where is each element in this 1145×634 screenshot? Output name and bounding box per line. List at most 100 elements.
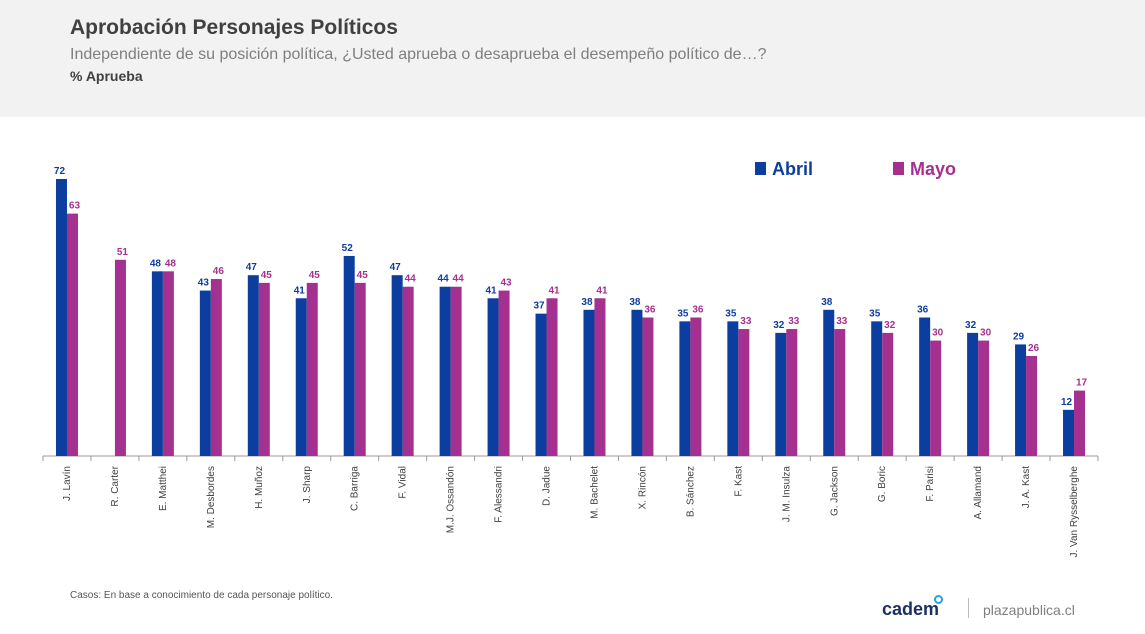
bar-mayo xyxy=(450,286,462,456)
data-label-mayo: 33 xyxy=(836,316,848,327)
category-label: M. Desbordes xyxy=(206,466,217,528)
data-label-mayo: 41 xyxy=(596,285,608,296)
bar-abril xyxy=(487,298,499,456)
bar-abril xyxy=(1063,409,1075,456)
data-label-mayo: 41 xyxy=(548,285,560,296)
category-label: J. Lavín xyxy=(62,466,73,501)
data-label-mayo: 30 xyxy=(932,328,944,339)
category-label: A. Allamand xyxy=(973,466,984,519)
data-label-abril: 48 xyxy=(150,258,162,269)
bar-abril xyxy=(535,313,547,456)
bar-abril xyxy=(823,309,835,456)
category-label: C. Barriga xyxy=(350,466,361,511)
category-label: H. Muñoz xyxy=(254,466,265,509)
bar-mayo xyxy=(210,279,222,456)
chart-title: Aprobación Personajes Políticos xyxy=(70,16,398,39)
data-label-mayo: 48 xyxy=(165,258,177,269)
category-label: D. Jadue xyxy=(542,466,553,506)
category-label: R. Carter xyxy=(110,465,121,506)
bar-mayo xyxy=(402,286,414,456)
bar-mayo xyxy=(546,298,558,456)
data-label-abril: 37 xyxy=(533,301,545,312)
legend-label-mayo: Mayo xyxy=(910,159,956,179)
data-label-abril: 52 xyxy=(342,243,354,254)
bar-mayo xyxy=(690,317,702,456)
bar-abril xyxy=(775,332,787,456)
bar-abril xyxy=(439,286,451,456)
bar-mayo xyxy=(930,340,942,456)
measure-label: % Aprueba xyxy=(70,68,143,84)
data-label-mayo: 45 xyxy=(357,270,369,281)
data-label-abril: 35 xyxy=(725,308,737,319)
bar-abril xyxy=(583,309,595,456)
brand-logo: cadem xyxy=(882,599,940,619)
category-label: M. Bachelet xyxy=(589,466,600,519)
data-label-mayo: 45 xyxy=(309,270,321,281)
data-label-abril: 41 xyxy=(486,285,498,296)
data-label-mayo: 30 xyxy=(980,328,992,339)
data-label-abril: 38 xyxy=(629,297,641,308)
bar-mayo xyxy=(834,329,846,456)
data-label-mayo: 26 xyxy=(1028,343,1040,354)
category-label: J. A. Kast xyxy=(1021,466,1032,508)
data-label-mayo: 17 xyxy=(1076,378,1088,389)
bar-abril xyxy=(151,271,163,456)
bar-mayo xyxy=(162,271,174,456)
bar-mayo xyxy=(354,282,366,456)
bar-mayo xyxy=(306,282,318,456)
category-label: E. Matthei xyxy=(158,466,169,511)
bar-abril xyxy=(199,290,211,456)
data-label-abril: 32 xyxy=(773,320,785,331)
data-label-mayo: 32 xyxy=(884,320,896,331)
footnote: Casos: En base a conocimiento de cada pe… xyxy=(70,590,333,601)
bar-mayo xyxy=(642,317,654,456)
bar-mayo xyxy=(786,329,798,456)
data-label-mayo: 44 xyxy=(453,274,465,285)
bar-abril xyxy=(391,275,403,456)
data-label-mayo: 43 xyxy=(501,278,513,289)
bar-abril xyxy=(295,298,307,456)
bar-mayo xyxy=(1026,355,1038,456)
bar-mayo xyxy=(978,340,990,456)
bar-abril xyxy=(871,321,883,456)
brand-logo-dot xyxy=(934,595,943,604)
bar-mayo xyxy=(738,329,750,456)
data-label-abril: 47 xyxy=(246,262,258,273)
bar-abril xyxy=(343,255,355,456)
data-label-mayo: 44 xyxy=(405,274,417,285)
site-link[interactable]: plazapublica.cl xyxy=(983,602,1075,618)
data-label-abril: 12 xyxy=(1061,397,1073,408)
category-label: F. Parisi xyxy=(925,466,936,502)
data-label-mayo: 36 xyxy=(692,305,704,316)
legend-swatch-mayo xyxy=(893,162,904,175)
bar-mayo xyxy=(66,213,78,456)
bar-abril xyxy=(247,275,259,456)
data-label-abril: 35 xyxy=(869,308,881,319)
data-label-mayo: 63 xyxy=(69,201,81,212)
bar-abril xyxy=(679,321,691,456)
data-label-mayo: 33 xyxy=(788,316,800,327)
legend-label-abril: Abril xyxy=(772,159,813,179)
data-label-mayo: 46 xyxy=(213,266,225,277)
category-label: B. Sánchez xyxy=(685,466,696,517)
data-label-mayo: 45 xyxy=(261,270,273,281)
bar-abril xyxy=(1015,344,1027,456)
legend-swatch-abril xyxy=(755,162,766,175)
data-label-abril: 32 xyxy=(965,320,977,331)
category-label: X. Rincón xyxy=(637,466,648,509)
bar-abril xyxy=(727,321,739,456)
bar-mayo xyxy=(1074,390,1086,456)
data-label-abril: 41 xyxy=(294,285,306,296)
bar-mayo xyxy=(594,298,606,456)
data-label-abril: 43 xyxy=(198,278,210,289)
bar-abril xyxy=(55,179,67,456)
data-label-abril: 35 xyxy=(677,308,689,319)
category-label: M.J. Ossandón xyxy=(446,466,457,533)
data-label-abril: 29 xyxy=(1013,331,1025,342)
category-label: F. Alessandri xyxy=(494,466,505,523)
category-label: G. Boric xyxy=(877,466,888,502)
data-label-abril: 47 xyxy=(390,262,402,273)
data-label-mayo: 51 xyxy=(117,247,129,258)
data-label-mayo: 36 xyxy=(644,305,656,316)
